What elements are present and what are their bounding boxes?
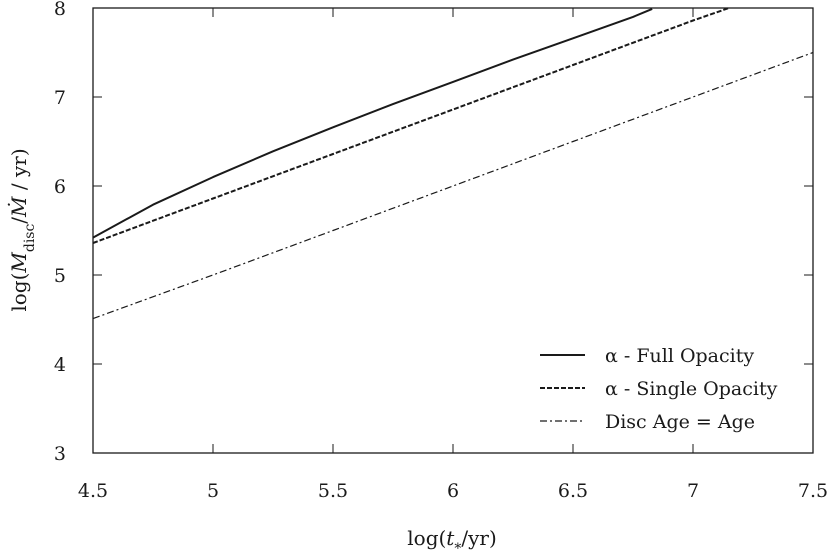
x-tick-label: 7.5: [798, 480, 828, 502]
x-tick-label: 6: [447, 480, 459, 502]
x-tick-label: 4.5: [78, 480, 108, 502]
y-tick-label: 5: [54, 265, 66, 287]
legend: α - Full Opacity α - Single Opacity Disc A…: [540, 345, 778, 433]
y-tick-label: 7: [54, 87, 66, 109]
legend-label-dashed: α - Single Opacity: [605, 378, 778, 400]
x-tick-label: 7: [687, 480, 699, 502]
axis-ticks: 4.5 5 5.5 6 6.5 7 7.5 3 4 5 6 7 8: [54, 0, 828, 502]
y-tick-label: 3: [54, 443, 66, 465]
x-tick-label: 6.5: [558, 480, 588, 502]
y-axis-label: log(Mdisc/Ṁ / yr): [7, 148, 38, 311]
series-line-dashdot: [92, 51, 814, 320]
y-tick-label: 8: [54, 0, 66, 20]
x-tick-label: 5: [207, 480, 219, 502]
y-tick-label: 6: [54, 176, 66, 198]
x-axis-label: log(t*/yr): [407, 526, 497, 552]
legend-label-dashdot: Disc Age = Age: [605, 411, 755, 433]
series-line-dashed: [92, 7, 730, 244]
legend-label-solid: α - Full Opacity: [605, 345, 754, 367]
y-tick-label: 4: [54, 354, 66, 376]
series-lines: [92, 7, 814, 320]
series-line-solid: [92, 7, 653, 239]
x-tick-label: 5.5: [318, 480, 348, 502]
